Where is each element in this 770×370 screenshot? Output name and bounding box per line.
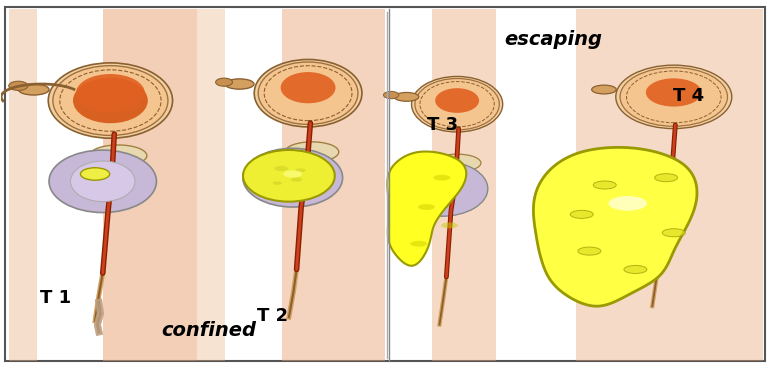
Ellipse shape [295, 168, 306, 172]
Ellipse shape [285, 142, 339, 162]
Ellipse shape [273, 181, 282, 185]
Ellipse shape [49, 63, 172, 138]
Ellipse shape [593, 181, 616, 189]
Ellipse shape [434, 154, 481, 172]
Ellipse shape [624, 265, 647, 273]
Polygon shape [534, 147, 697, 306]
Text: confined: confined [161, 320, 256, 340]
Ellipse shape [71, 161, 135, 202]
Ellipse shape [243, 150, 335, 202]
Ellipse shape [276, 73, 340, 114]
Polygon shape [103, 9, 197, 361]
Ellipse shape [410, 241, 427, 247]
Polygon shape [9, 9, 37, 361]
Ellipse shape [434, 175, 450, 181]
Text: T 2: T 2 [256, 307, 288, 325]
Ellipse shape [216, 78, 233, 86]
Ellipse shape [396, 161, 488, 216]
Ellipse shape [662, 229, 685, 237]
Ellipse shape [608, 196, 647, 211]
Ellipse shape [394, 92, 419, 101]
Ellipse shape [243, 148, 343, 207]
Ellipse shape [89, 145, 147, 166]
Ellipse shape [578, 247, 601, 255]
Ellipse shape [411, 77, 503, 132]
Text: T 4: T 4 [673, 87, 704, 105]
Ellipse shape [73, 78, 148, 123]
Ellipse shape [280, 72, 336, 103]
Ellipse shape [646, 78, 701, 107]
Ellipse shape [620, 67, 728, 126]
Ellipse shape [81, 168, 109, 180]
Ellipse shape [291, 177, 303, 182]
Ellipse shape [597, 165, 689, 220]
Ellipse shape [8, 81, 28, 90]
Polygon shape [197, 9, 226, 361]
Polygon shape [282, 9, 385, 361]
Text: escaping: escaping [505, 30, 603, 50]
Ellipse shape [49, 150, 156, 212]
Polygon shape [432, 9, 496, 361]
Ellipse shape [283, 170, 303, 178]
Ellipse shape [254, 60, 362, 127]
Ellipse shape [435, 88, 479, 113]
FancyBboxPatch shape [5, 7, 765, 361]
Text: T 3: T 3 [427, 116, 458, 134]
Ellipse shape [415, 78, 499, 130]
Ellipse shape [641, 79, 707, 115]
Ellipse shape [76, 74, 145, 112]
Ellipse shape [432, 89, 483, 120]
Ellipse shape [274, 166, 288, 171]
Ellipse shape [258, 62, 358, 124]
Ellipse shape [591, 85, 616, 94]
Polygon shape [387, 151, 467, 266]
Ellipse shape [18, 84, 49, 95]
Ellipse shape [53, 65, 168, 135]
Ellipse shape [654, 174, 678, 182]
Ellipse shape [571, 210, 593, 218]
Ellipse shape [616, 65, 731, 129]
Ellipse shape [418, 204, 435, 210]
Ellipse shape [383, 91, 399, 99]
Ellipse shape [225, 79, 254, 89]
Polygon shape [577, 9, 763, 361]
Ellipse shape [441, 222, 458, 228]
Ellipse shape [641, 165, 691, 183]
Text: T 1: T 1 [41, 289, 72, 306]
